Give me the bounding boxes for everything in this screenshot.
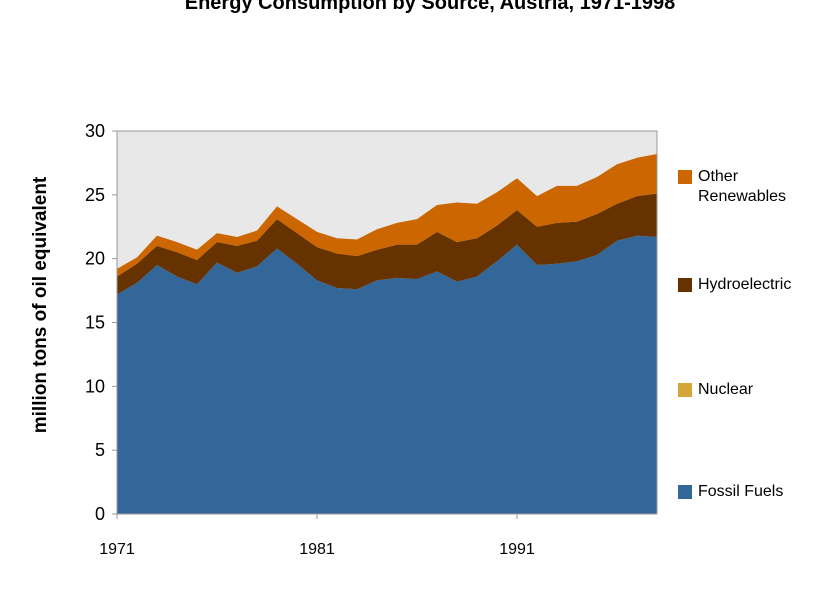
y-tick-label: 15 (85, 313, 105, 333)
x-tick-label: 1981 (299, 541, 335, 558)
x-tick-label: 1991 (499, 541, 535, 558)
legend-item: Other Renewables (678, 167, 828, 207)
legend-label: Fossil Fuels (698, 483, 784, 500)
area (117, 193, 657, 295)
legend-swatch (678, 383, 692, 397)
y-tick-label: 0 (95, 504, 105, 524)
y-tick-label: 30 (85, 121, 105, 141)
legend-item: Fossil Fuels (678, 482, 828, 502)
area (117, 235, 657, 515)
legend-item: Nuclear (678, 380, 828, 400)
y-tick-label: 10 (85, 376, 105, 396)
legend-label: Hydroelectric (698, 276, 792, 293)
legend-item: Hydroelectric (678, 275, 828, 295)
y-tick-label: 5 (95, 440, 105, 460)
y-tick-label: 20 (85, 249, 105, 269)
y-tick-label: 25 (85, 185, 105, 205)
area (117, 153, 657, 277)
y-axis-label: million tons of oil equivalent (30, 176, 51, 433)
legend-label: Other Renewables (698, 168, 787, 205)
legend-label: Nuclear (698, 381, 754, 398)
legend-swatch (678, 170, 692, 184)
legend-swatch (678, 485, 692, 499)
x-tick-label: 1971 (99, 541, 135, 558)
legend-swatch (678, 278, 692, 292)
chart-title: Energy Consumption by Source, Austria, 1… (185, 0, 676, 14)
